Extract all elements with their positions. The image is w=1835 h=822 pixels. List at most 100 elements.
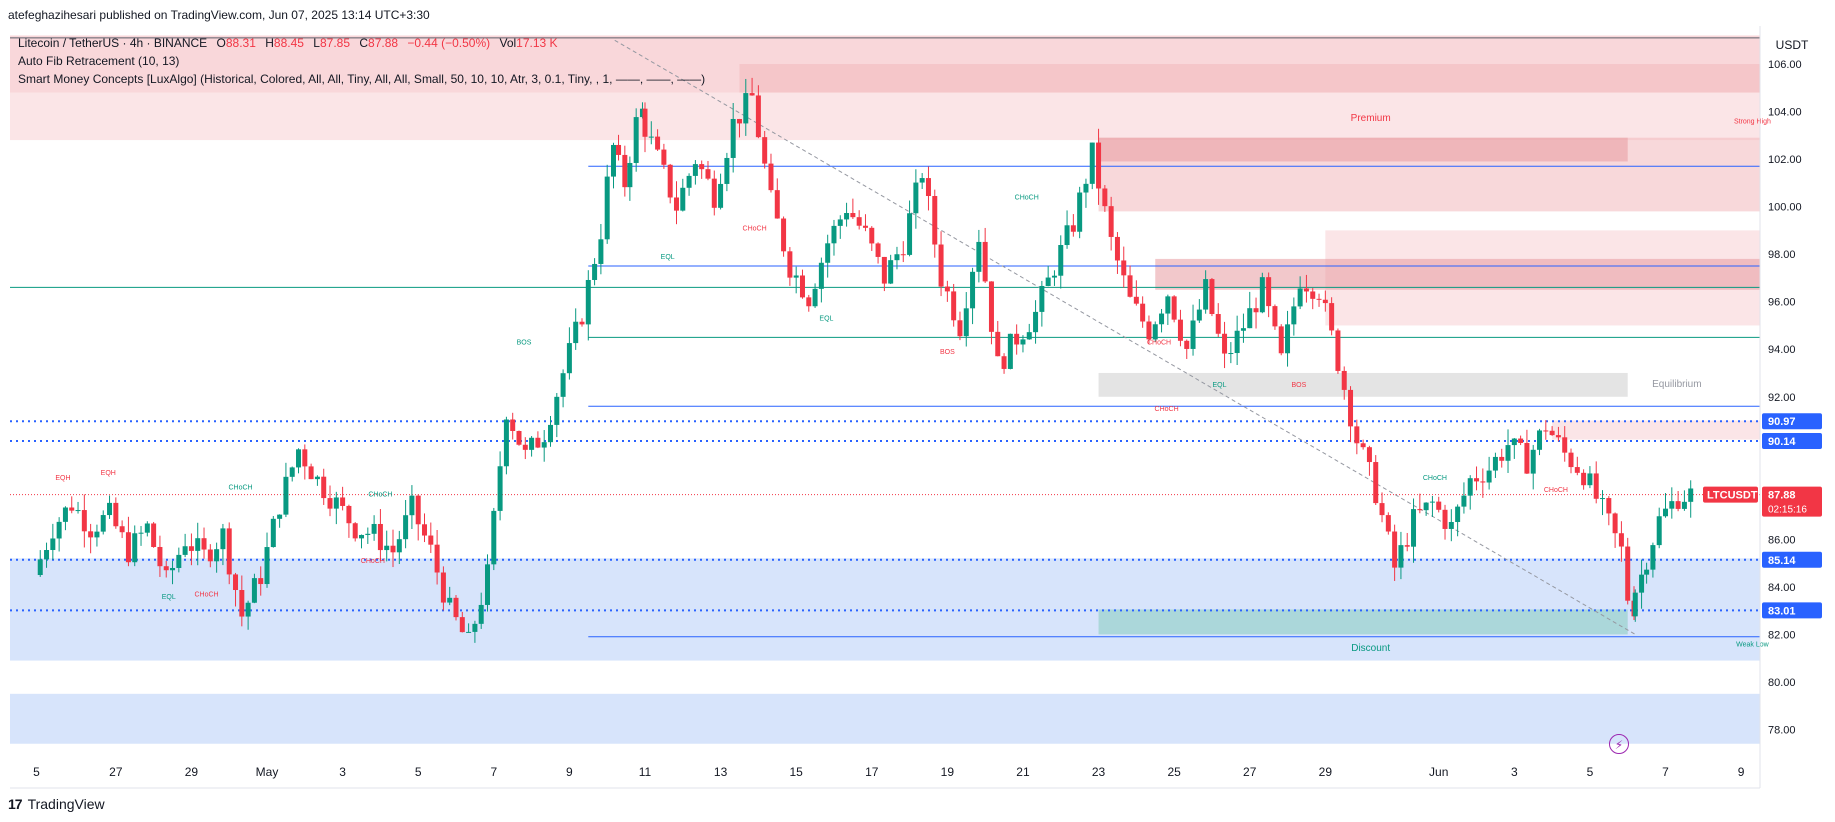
- candle: [1455, 504, 1461, 537]
- zone-ob-bullish: [1098, 609, 1628, 635]
- candle: [907, 200, 913, 257]
- candle-body: [1606, 498, 1612, 514]
- annotation-eql: EQL: [1212, 382, 1226, 389]
- candle-body: [995, 331, 1001, 357]
- candle-body: [100, 515, 106, 532]
- candle: [894, 246, 900, 270]
- candle-body: [616, 144, 622, 155]
- x-tick-label: May: [256, 765, 279, 779]
- candle-body: [239, 590, 245, 617]
- indicator-smc[interactable]: Smart Money Concepts [LuxAlgo] (Historic…: [18, 72, 706, 86]
- candle-body: [314, 476, 320, 480]
- candle: [850, 198, 856, 219]
- candle: [655, 129, 661, 152]
- candle: [711, 170, 717, 216]
- candle-body: [1632, 592, 1638, 617]
- candle: [1196, 299, 1202, 323]
- annotation-equilibrium: Equilibrium: [1652, 379, 1701, 390]
- y-tick-label: 100.00: [1768, 202, 1802, 214]
- candle-body: [1102, 188, 1108, 207]
- candle-body: [1297, 288, 1303, 307]
- candle: [1530, 444, 1536, 490]
- candle: [125, 516, 131, 567]
- candle-body: [459, 617, 465, 633]
- lightning-icon[interactable]: ⚡: [1609, 734, 1629, 754]
- candle: [1639, 559, 1645, 609]
- candle: [1222, 321, 1228, 369]
- candle-body: [37, 559, 43, 575]
- x-tick-label: 29: [185, 765, 199, 779]
- candle: [447, 586, 453, 606]
- candle-body: [1354, 426, 1360, 444]
- candle: [1215, 303, 1221, 337]
- candle-body: [560, 373, 566, 397]
- annotation-strong-high: Strong High: [1734, 118, 1771, 125]
- candle: [264, 532, 270, 588]
- candle-body: [661, 149, 667, 165]
- candle: [598, 223, 604, 275]
- candle: [107, 495, 113, 519]
- candle-body: [730, 118, 736, 158]
- candle-body: [1461, 495, 1467, 507]
- candle: [308, 463, 314, 480]
- candle: [573, 308, 579, 350]
- candle-body: [1492, 456, 1498, 471]
- candle-body: [1310, 291, 1316, 299]
- candle-body: [535, 437, 541, 448]
- candle: [1581, 469, 1587, 490]
- candle: [1417, 493, 1423, 514]
- candle-body: [963, 308, 969, 337]
- candle: [522, 437, 528, 460]
- volume-value: 17.13 K: [516, 36, 558, 50]
- candle: [1366, 445, 1372, 476]
- annotation-weak-low: Weak Low: [1736, 641, 1769, 648]
- candle: [88, 523, 94, 554]
- x-tick-label: 3: [339, 765, 346, 779]
- candle-body: [894, 254, 900, 261]
- candle: [1656, 507, 1662, 549]
- candle-body: [321, 476, 327, 499]
- symbol-title[interactable]: Litecoin / TetherUS · 4h · BINANCE: [18, 36, 208, 50]
- candle: [1228, 342, 1234, 364]
- candle-body: [1285, 324, 1291, 354]
- price-label-text: 83.01: [1768, 605, 1796, 617]
- candle-body: [692, 164, 698, 176]
- candle-body: [831, 225, 837, 244]
- candle-body: [925, 178, 931, 197]
- candle: [554, 392, 560, 438]
- candle-body: [1663, 508, 1669, 517]
- candle: [1159, 308, 1165, 333]
- close-value: 87.88: [368, 36, 399, 50]
- candle-body: [1455, 506, 1461, 523]
- candle: [1499, 448, 1505, 468]
- candle: [132, 525, 138, 567]
- candle: [1423, 502, 1429, 516]
- candle-body: [1058, 245, 1064, 276]
- indicator-fib[interactable]: Auto Fib Retracement (10, 13): [18, 54, 180, 68]
- candle: [1335, 328, 1341, 374]
- candle-body: [485, 564, 491, 605]
- footer-brand: TradingView: [27, 796, 105, 812]
- candle: [214, 542, 220, 573]
- open-value: 88.31: [225, 36, 256, 50]
- candle: [592, 258, 598, 286]
- candle-body: [1474, 478, 1480, 482]
- candle: [321, 468, 327, 505]
- candle: [1688, 480, 1694, 518]
- candle-body: [1121, 260, 1127, 276]
- candle: [1039, 280, 1045, 327]
- currency-selector[interactable]: USDT: [1775, 38, 1809, 52]
- y-tick-label: 104.00: [1768, 107, 1802, 119]
- candle: [1436, 496, 1442, 513]
- candle-body: [365, 533, 371, 535]
- candle: [459, 611, 465, 633]
- x-tick-label: 5: [415, 765, 422, 779]
- candle-body: [1089, 142, 1095, 184]
- candle: [1108, 196, 1114, 251]
- top-bar: atefeghazihesari published on TradingVie…: [0, 0, 1835, 26]
- candle: [913, 169, 919, 229]
- trendline: [614, 39, 1636, 635]
- candle: [566, 327, 572, 380]
- candle: [995, 320, 1001, 357]
